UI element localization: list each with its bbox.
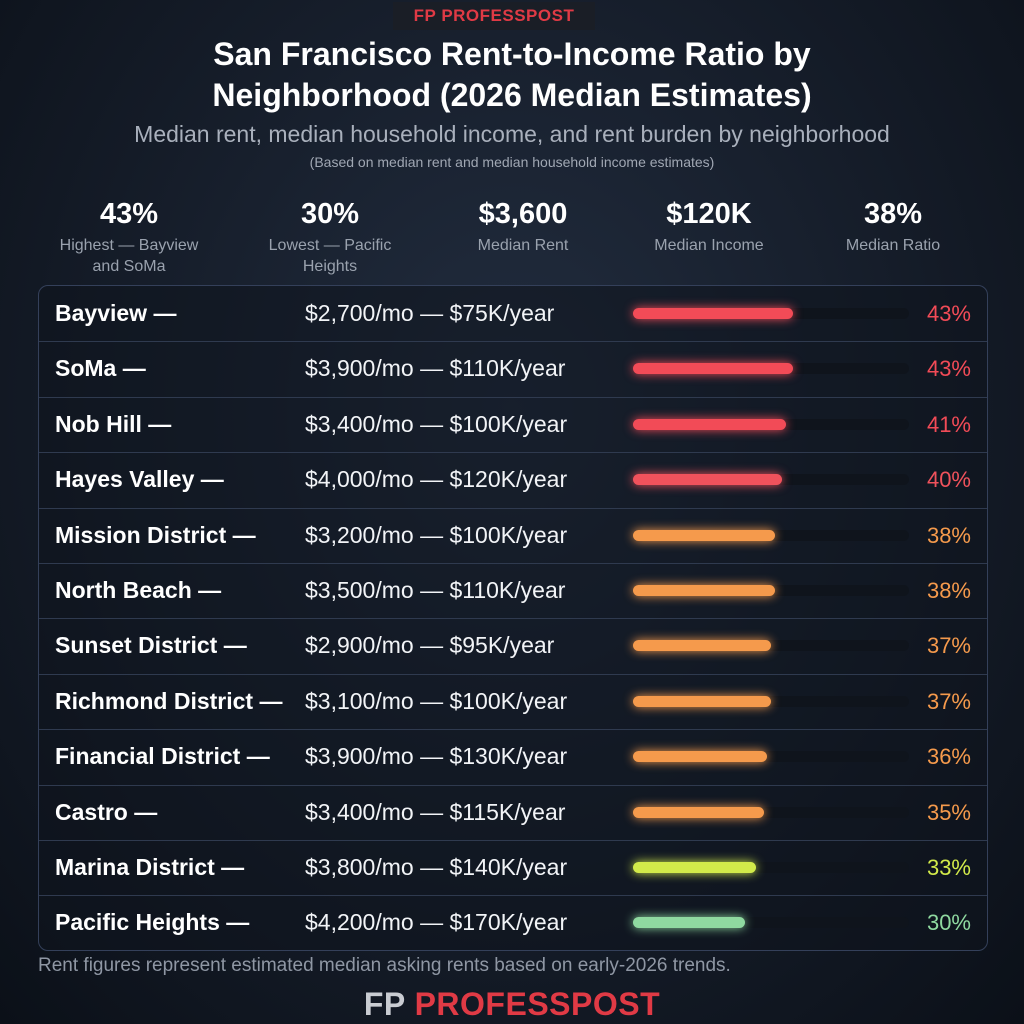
rent-income: $3,900/mo — $110K/year — [305, 355, 566, 382]
subtitle: Median rent, median household income, an… — [134, 121, 890, 147]
table-row: Marina District — $3,800/mo — $140K/year 3… — [39, 840, 987, 897]
neighborhood: Marina District — — [55, 854, 245, 880]
stat: $120K Median Income — [609, 198, 809, 256]
table-row: Castro — $3,400/mo — $115K/year 35% — [39, 785, 987, 841]
value-label: 38% — [926, 522, 971, 548]
value-label: 37% — [926, 688, 971, 714]
value-label: 41% — [926, 411, 971, 437]
neighborhood: Nob Hill — — [55, 410, 172, 437]
table-panel: Bayview — $2,700/mo — $75K/year 43% SoMa — $… — [38, 285, 988, 951]
rent-income: $3,400/mo — $100K/year — [305, 410, 568, 437]
table-row: Hayes Valley — $4,000/mo — $120K/year 40% — [39, 452, 987, 509]
rent-income: $3,500/mo — $110K/year — [305, 577, 566, 603]
bar — [633, 806, 764, 818]
bar-track — [633, 418, 909, 430]
neighborhood: Richmond District — — [55, 687, 283, 714]
rent-income: $2,900/mo — $95K/year — [305, 632, 555, 659]
neighborhood: Castro — — [55, 798, 158, 825]
rent-income: $3,200/mo — $100K/year — [305, 521, 568, 548]
footer-text: Rent figures represent estimated median … — [38, 955, 731, 976]
bar-track — [633, 695, 909, 707]
table-row: Pacific Heights — $4,200/mo — $170K/year 3… — [39, 895, 987, 950]
neighborhood: North Beach — — [55, 577, 222, 603]
stat-value: 38% — [863, 198, 923, 230]
stat-label: Median Income — [654, 237, 764, 254]
neighborhood: Mission District — — [55, 521, 256, 548]
rent-income: $4,000/mo — $120K/year — [305, 466, 568, 493]
top-logo: FP PROFESSPOST — [393, 2, 595, 30]
stat-label: Highest — Bayview and SoMa — [59, 237, 199, 275]
bar — [633, 474, 783, 486]
neighborhood: Financial District — — [55, 743, 270, 770]
bar-track — [633, 585, 909, 596]
value-label: 43% — [926, 301, 971, 326]
logo-text: PROFESSPOST — [441, 6, 575, 25]
rent-income: $4,200/mo — $170K/year — [305, 909, 568, 936]
value-label: 36% — [926, 744, 971, 770]
bar-track — [633, 308, 909, 319]
bar — [633, 862, 757, 873]
table-row: SoMa — $3,900/mo — $110K/year 43% — [39, 341, 987, 398]
bar-track — [633, 474, 909, 486]
logo-mark: FP — [363, 986, 406, 1022]
neighborhood: Bayview — — [55, 300, 177, 326]
stat: $3,600 Median Rent — [423, 198, 623, 256]
stat: 38% Median Ratio — [793, 198, 993, 256]
neighborhood: SoMa — — [55, 355, 146, 382]
bar-track — [633, 363, 909, 375]
stat-label: Median Rent — [477, 237, 569, 254]
stat-value: 43% — [99, 198, 159, 230]
rent-income: $3,100/mo — $100K/year — [305, 687, 568, 714]
rent-income: $3,900/mo — $130K/year — [305, 743, 568, 770]
stat-value: 30% — [300, 198, 360, 230]
rent-income: $3,800/mo — $140K/year — [305, 854, 568, 880]
value-label: 37% — [926, 633, 971, 659]
bar — [633, 917, 745, 929]
table-row: Richmond District — $3,100/mo — $100K/yea… — [39, 674, 987, 731]
stat-value: $3,600 — [478, 198, 568, 230]
logo-mark: FP — [413, 6, 437, 25]
value-label: 40% — [926, 467, 971, 493]
bar-track — [633, 529, 909, 541]
note: (Based on median rent and median househo… — [309, 154, 715, 170]
rent-income: $2,700/mo — $75K/year — [305, 300, 555, 326]
value-label: 38% — [926, 578, 971, 603]
logo-text: PROFESSPOST — [414, 986, 661, 1022]
value-label: 30% — [926, 910, 971, 936]
bottom-logo: FP PROFESSPOST — [0, 986, 1024, 1023]
title: San Francisco Rent-to-Income Ratio by Ne… — [212, 36, 812, 113]
bar — [633, 529, 775, 541]
bar-track — [633, 917, 909, 929]
stat: 43% Highest — Bayview and SoMa — [29, 198, 229, 277]
table-row: Financial District — $3,900/mo — $130K/ye… — [39, 729, 987, 786]
stat: 30% Lowest — Pacific Heights — [230, 198, 430, 277]
table-row: North Beach — $3,500/mo — $110K/year 38% — [39, 563, 987, 620]
stat-label: Median Ratio — [845, 237, 941, 254]
table-row: Bayview — $2,700/mo — $75K/year 43% — [39, 286, 987, 343]
bar-track — [633, 862, 909, 873]
neighborhood: Sunset District — — [55, 632, 247, 659]
value-label: 43% — [926, 356, 971, 382]
bar — [633, 695, 771, 707]
neighborhood: Hayes Valley — — [55, 466, 224, 493]
table-row: Sunset District — $2,900/mo — $95K/year 37… — [39, 618, 987, 675]
value-label: 33% — [926, 855, 971, 880]
rent-income: $3,400/mo — $115K/year — [305, 798, 566, 825]
stat-label: Lowest — Pacific Heights — [268, 237, 392, 275]
bar-track — [633, 751, 909, 763]
bar — [633, 640, 771, 652]
bar — [633, 751, 768, 763]
bar-track — [633, 640, 909, 652]
table-row: Nob Hill — $3,400/mo — $100K/year 41% — [39, 397, 987, 454]
value-label: 35% — [926, 799, 971, 825]
bar — [633, 363, 794, 375]
bar-track — [633, 806, 909, 818]
bar — [633, 308, 794, 319]
neighborhood: Pacific Heights — — [55, 909, 250, 936]
bar — [633, 585, 775, 596]
table-row: Mission District — $3,200/mo — $100K/year… — [39, 508, 987, 564]
bar — [633, 418, 786, 430]
stat-value: $120K — [666, 198, 752, 230]
